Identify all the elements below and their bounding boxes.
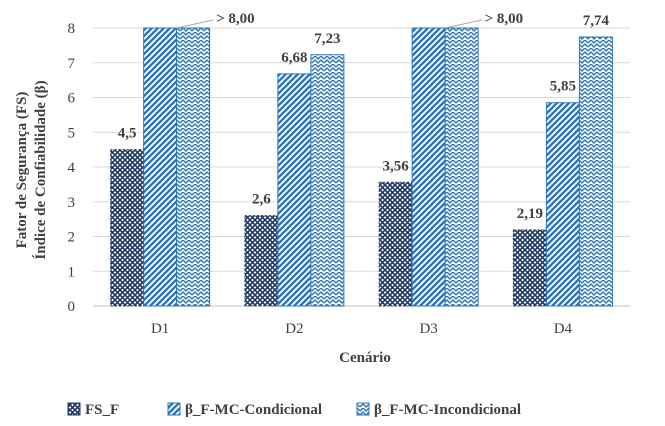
bar [444, 27, 479, 307]
y-tick-label: 6 [68, 91, 76, 107]
legend-label: FS_F [85, 402, 119, 418]
bar [378, 181, 413, 307]
legend-label: β_F-MC-Condicional [185, 402, 322, 418]
x-tick-label: D4 [554, 321, 573, 337]
y-axis-title: Fator de Segurança (FS) Índice de Confia… [14, 80, 49, 259]
x-tick-label: D3 [419, 321, 437, 337]
y-tick-label: 4 [68, 160, 76, 176]
y-axis-ticks: 0 1 2 3 4 5 6 7 8 [68, 21, 76, 315]
y-tick-label: 2 [68, 230, 76, 246]
legend-label: β_F-MC-Incondicional [374, 402, 521, 418]
y-tick-label: 3 [68, 195, 76, 211]
x-axis-title: Cenário [339, 350, 391, 366]
bar [411, 27, 446, 307]
bar [512, 229, 547, 307]
legend-swatch [356, 402, 370, 416]
y-tick-label: 0 [68, 299, 76, 315]
legend-swatch [167, 402, 181, 416]
bar [110, 149, 145, 307]
data-label: 7,74 [583, 13, 610, 29]
x-tick-label: D1 [151, 321, 169, 337]
data-label: 3,56 [383, 158, 410, 174]
data-label: 5,85 [550, 79, 576, 95]
bar [578, 36, 613, 307]
annotation-leader [176, 19, 214, 29]
y-tick-label: 7 [68, 56, 76, 72]
bar [310, 54, 345, 307]
bar [244, 215, 279, 307]
y-axis-title-line2: Índice de Confiabilidade (β) [32, 80, 49, 259]
bars [110, 27, 613, 307]
y-tick-label: 1 [68, 264, 76, 280]
y-tick-label: 8 [68, 21, 76, 37]
bar [143, 27, 178, 307]
bar [176, 27, 211, 307]
legend-swatch [67, 402, 81, 416]
data-label: 6,68 [281, 50, 307, 66]
annotations: > 8,00 > 8,00 [176, 11, 524, 29]
legend: FS_F β_F-MC-Condicional β_F-MC-Incondicion… [67, 402, 521, 418]
data-label: 4,5 [118, 126, 137, 142]
annotation-label: > 8,00 [216, 11, 255, 27]
data-labels: 4,5 2,6 6,68 7,23 3,56 2,19 5,85 7,74 [118, 13, 610, 222]
x-tick-label: D2 [285, 321, 303, 337]
y-axis-title-line1: Fator de Segurança (FS) [14, 92, 30, 249]
bar [277, 73, 312, 307]
data-label: 2,6 [252, 192, 271, 208]
annotation-leader [445, 19, 482, 29]
data-label: 7,23 [314, 31, 340, 47]
x-axis-ticks: D1 D2 D3 D4 [151, 321, 573, 337]
y-tick-label: 5 [68, 125, 76, 141]
annotation-label: > 8,00 [485, 11, 524, 27]
bar [545, 102, 580, 307]
data-label: 2,19 [517, 206, 543, 222]
